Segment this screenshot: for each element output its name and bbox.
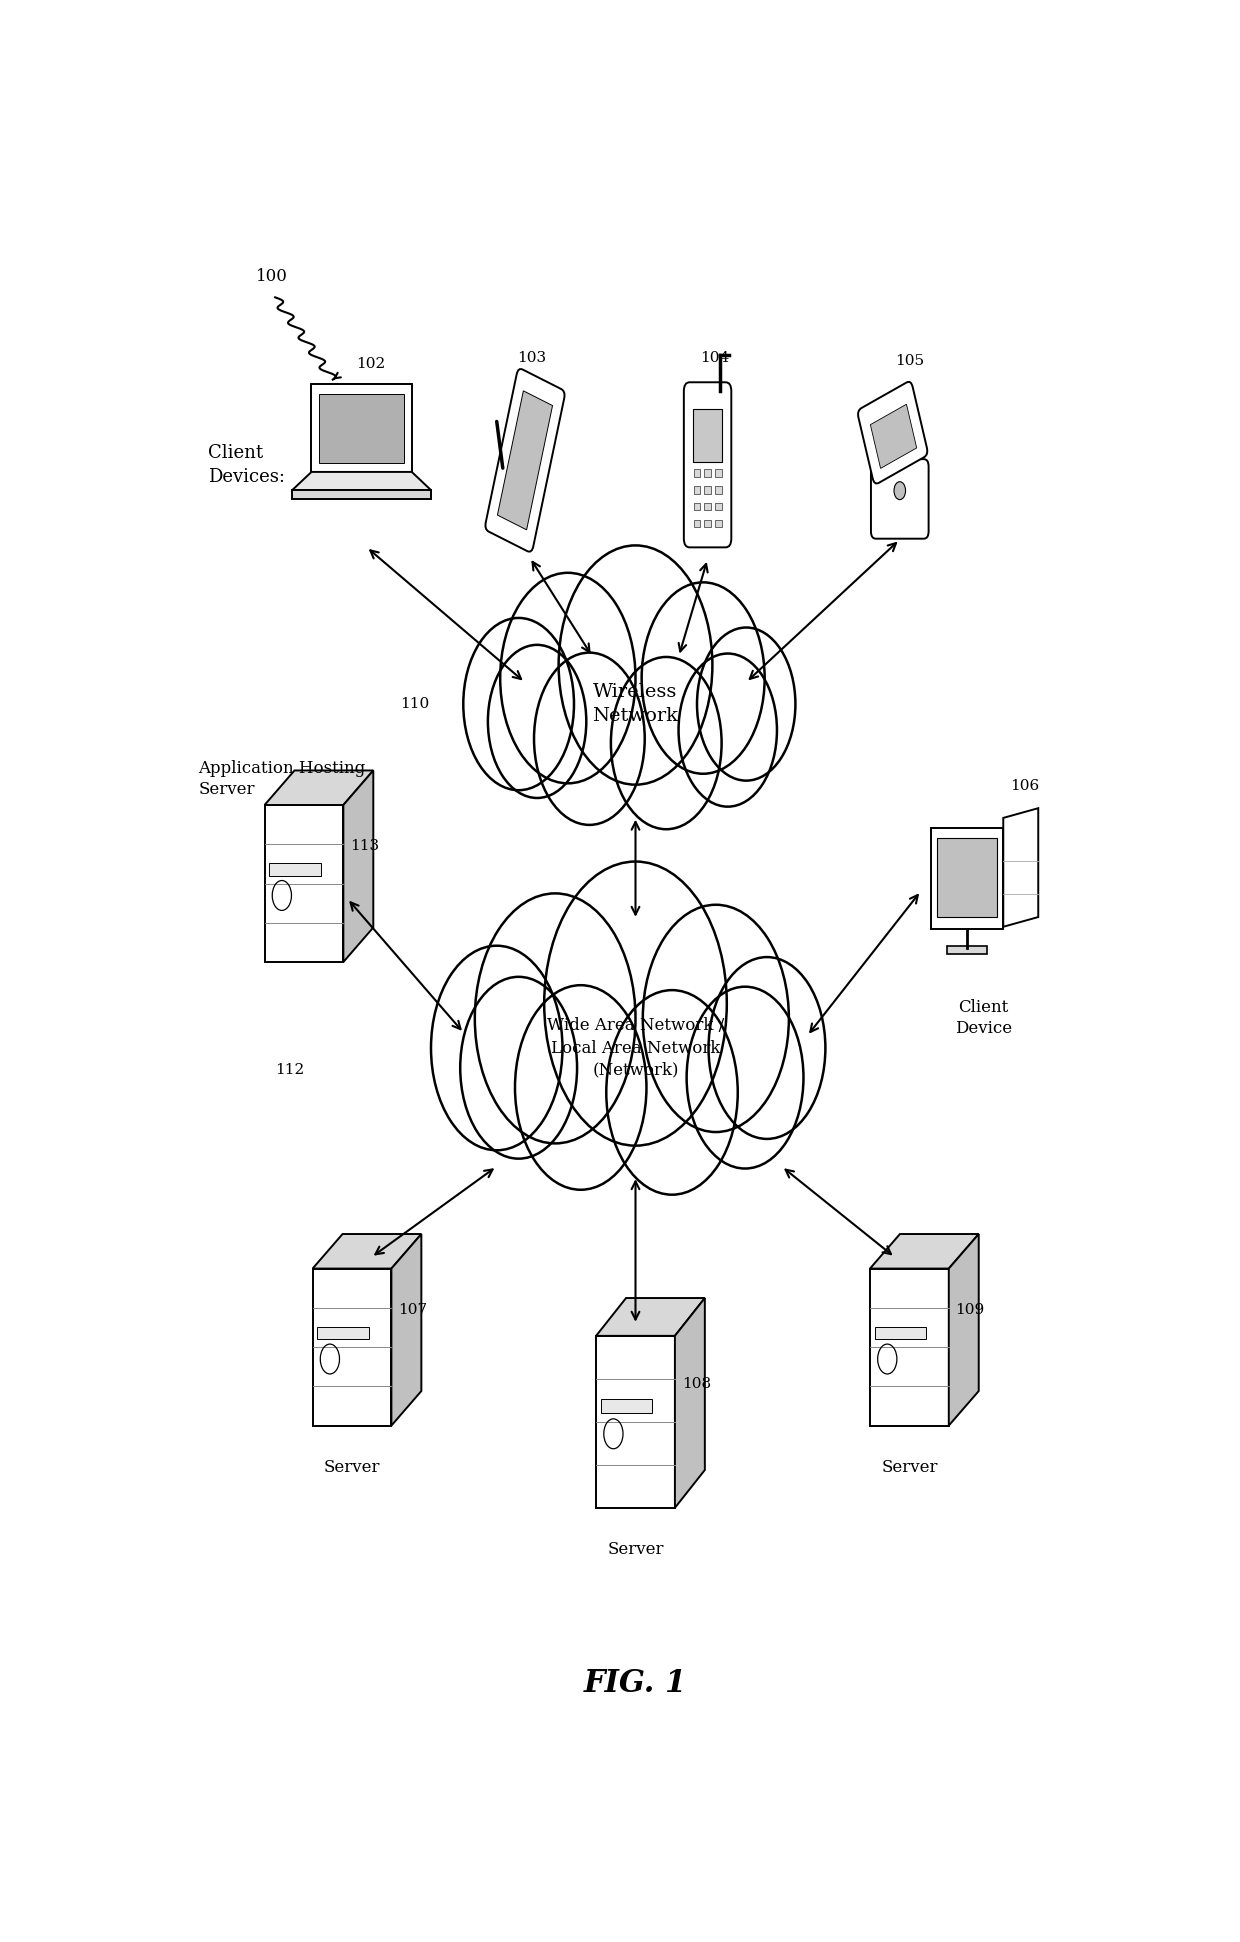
Bar bbox=[715, 486, 722, 493]
Bar bbox=[704, 503, 711, 511]
Bar bbox=[704, 470, 711, 476]
Bar bbox=[936, 837, 997, 917]
Polygon shape bbox=[596, 1336, 675, 1507]
Text: 109: 109 bbox=[956, 1303, 985, 1317]
Ellipse shape bbox=[536, 1012, 735, 1086]
Bar bbox=[693, 470, 701, 476]
Circle shape bbox=[515, 985, 646, 1190]
Text: Application Hosting
Server: Application Hosting Server bbox=[198, 759, 366, 798]
Bar bbox=[291, 491, 432, 499]
Circle shape bbox=[487, 645, 587, 798]
Bar bbox=[693, 410, 722, 462]
Text: 112: 112 bbox=[275, 1064, 304, 1078]
Bar bbox=[497, 390, 553, 530]
Circle shape bbox=[642, 905, 789, 1132]
FancyBboxPatch shape bbox=[870, 458, 929, 538]
Circle shape bbox=[460, 977, 577, 1159]
Polygon shape bbox=[596, 1297, 704, 1336]
Circle shape bbox=[641, 583, 765, 773]
Bar bbox=[693, 503, 701, 511]
Text: 107: 107 bbox=[398, 1303, 428, 1317]
Polygon shape bbox=[675, 1297, 704, 1507]
Polygon shape bbox=[291, 472, 432, 491]
Circle shape bbox=[678, 654, 777, 806]
Circle shape bbox=[708, 957, 826, 1138]
Bar bbox=[715, 503, 722, 511]
Text: 106: 106 bbox=[1011, 779, 1039, 794]
Bar bbox=[317, 1326, 368, 1340]
Bar bbox=[704, 520, 711, 528]
Bar bbox=[715, 470, 722, 476]
Bar bbox=[874, 1326, 926, 1340]
Circle shape bbox=[611, 656, 722, 829]
Text: 102: 102 bbox=[357, 357, 386, 371]
Circle shape bbox=[500, 573, 635, 783]
Circle shape bbox=[687, 987, 804, 1169]
Circle shape bbox=[464, 618, 574, 790]
Text: Wide Area Network /
Local Area Network
(Network): Wide Area Network / Local Area Network (… bbox=[547, 1018, 724, 1078]
Circle shape bbox=[475, 893, 635, 1144]
Text: 113: 113 bbox=[350, 839, 379, 853]
Text: Server: Server bbox=[882, 1458, 937, 1476]
Circle shape bbox=[894, 482, 905, 499]
Bar bbox=[320, 394, 404, 462]
Text: 100: 100 bbox=[255, 268, 288, 285]
FancyBboxPatch shape bbox=[683, 383, 732, 548]
FancyBboxPatch shape bbox=[485, 369, 564, 552]
Circle shape bbox=[606, 990, 738, 1194]
Bar bbox=[269, 862, 321, 876]
Text: Wireless
Network: Wireless Network bbox=[593, 684, 678, 724]
Text: FIG. 1: FIG. 1 bbox=[584, 1668, 687, 1699]
Bar bbox=[870, 404, 916, 468]
Polygon shape bbox=[949, 1233, 978, 1425]
Bar bbox=[931, 827, 1003, 928]
Text: 110: 110 bbox=[399, 697, 429, 711]
Bar bbox=[311, 385, 412, 472]
Polygon shape bbox=[312, 1268, 392, 1425]
Bar bbox=[704, 486, 711, 493]
Text: 108: 108 bbox=[682, 1377, 711, 1392]
Circle shape bbox=[697, 627, 795, 781]
Bar bbox=[693, 486, 701, 493]
Bar bbox=[947, 946, 987, 954]
Polygon shape bbox=[264, 806, 343, 961]
Polygon shape bbox=[392, 1233, 422, 1425]
Text: Server: Server bbox=[324, 1458, 381, 1476]
FancyBboxPatch shape bbox=[858, 383, 928, 484]
Text: Client
Device: Client Device bbox=[955, 998, 1012, 1037]
Bar bbox=[601, 1400, 652, 1414]
Text: Server: Server bbox=[608, 1542, 663, 1559]
Text: 104: 104 bbox=[699, 352, 729, 365]
Circle shape bbox=[534, 653, 645, 825]
Polygon shape bbox=[870, 1268, 949, 1425]
Text: 105: 105 bbox=[895, 353, 924, 367]
Polygon shape bbox=[312, 1233, 422, 1268]
Text: Client
Devices:: Client Devices: bbox=[208, 445, 285, 486]
Circle shape bbox=[432, 946, 563, 1150]
Ellipse shape bbox=[551, 672, 720, 736]
Circle shape bbox=[558, 546, 712, 785]
Polygon shape bbox=[1003, 808, 1038, 926]
Bar bbox=[693, 520, 701, 528]
Polygon shape bbox=[264, 771, 373, 806]
Circle shape bbox=[544, 862, 727, 1146]
Text: 103: 103 bbox=[517, 352, 547, 365]
Bar bbox=[715, 520, 722, 528]
Polygon shape bbox=[870, 1233, 978, 1268]
Polygon shape bbox=[343, 771, 373, 961]
